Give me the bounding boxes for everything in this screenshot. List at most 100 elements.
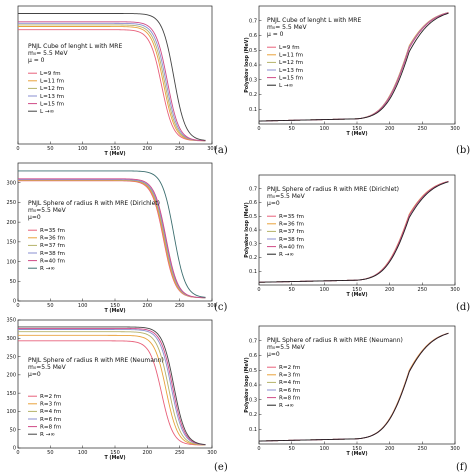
y-tick-label: 100 bbox=[6, 409, 16, 415]
x-axis-label: T (MeV) bbox=[346, 131, 367, 137]
x-tick-label: 300 bbox=[450, 287, 460, 293]
panel-d: 0 50 100 150 200 250 300 0.1 0.2 0.3 0.4 0.5 0.6 0.7 T… bbox=[244, 174, 460, 298]
legend-label: L=12 fm bbox=[40, 86, 64, 92]
panel-b: 0 50 100 150 200 250 300 0.1 0.2 0.3 0.4 0.5 0.6 0.7 T… bbox=[244, 5, 460, 137]
y-axis-label: Polyakov loop (MeV) bbox=[244, 357, 250, 412]
x-tick-label: 100 bbox=[320, 446, 330, 452]
panel-tag-d: (d) bbox=[456, 302, 470, 313]
series-line bbox=[18, 26, 206, 142]
y-tick-label: 300 bbox=[6, 336, 16, 342]
x-tick-label: 150 bbox=[110, 146, 120, 152]
legend-label: R=40 fm bbox=[40, 258, 65, 264]
legend-label: L=15 fm bbox=[279, 75, 303, 81]
series-line bbox=[18, 327, 206, 446]
y-tick-label: 50 bbox=[10, 279, 16, 285]
y-tick-label: 0 bbox=[13, 446, 16, 452]
x-tick-label: 0 bbox=[16, 450, 19, 456]
x-tick-label: 150 bbox=[110, 303, 120, 309]
y-axis-label: Polyakov loop (MeV) bbox=[244, 37, 250, 92]
series-line bbox=[18, 179, 206, 299]
y-tick-label: 0.1 bbox=[249, 107, 257, 113]
y-tick-label: 0 bbox=[13, 299, 16, 305]
y-tick-label: 300 bbox=[6, 180, 16, 186]
annotation-text: m₀=5.5 MeV bbox=[28, 364, 67, 371]
x-tick-label: 300 bbox=[450, 446, 460, 452]
y-tick-label: 150 bbox=[6, 240, 16, 246]
annotation-text: PNJL Sphere of radius R with MRE (Dirich… bbox=[267, 186, 399, 193]
y-tick-label: 0.5 bbox=[249, 48, 257, 54]
annotation-text: m₀=5.5 MeV bbox=[28, 207, 67, 214]
series-line bbox=[18, 334, 206, 446]
y-tick-label: 0.3 bbox=[249, 241, 257, 247]
legend-label: L=9 fm bbox=[40, 71, 61, 77]
legend-label: R →∞ bbox=[279, 403, 294, 409]
x-tick-label: 100 bbox=[320, 126, 330, 132]
x-axis-label: T (MeV) bbox=[104, 308, 125, 314]
y-tick-label: 0.4 bbox=[249, 383, 257, 389]
y-tick-label: 0.2 bbox=[249, 412, 257, 418]
y-tick-label: 200 bbox=[6, 373, 16, 379]
y-tick-label: 0.1 bbox=[249, 427, 257, 433]
legend-label: L=9 fm bbox=[279, 45, 300, 51]
series-line bbox=[18, 178, 206, 299]
x-tick-label: 50 bbox=[47, 450, 53, 456]
y-tick-label: 0.1 bbox=[249, 269, 257, 275]
x-tick-label: 50 bbox=[288, 126, 294, 132]
legend-label: L=13 fm bbox=[40, 94, 64, 100]
x-tick-label: 50 bbox=[288, 287, 294, 293]
x-tick-label: 0 bbox=[16, 303, 19, 309]
legend-label: R=8 fm bbox=[40, 424, 61, 430]
x-tick-label: 50 bbox=[47, 146, 53, 152]
y-tick-label: 0.3 bbox=[249, 77, 257, 83]
x-tick-label: 250 bbox=[175, 450, 185, 456]
y-tick-label: 0.7 bbox=[249, 186, 257, 192]
annotation-text: μ = 0 bbox=[28, 57, 45, 64]
x-tick-label: 300 bbox=[207, 450, 217, 456]
x-tick-label: 150 bbox=[352, 126, 362, 132]
annotation-text: PNJL Cube of lenght L with MRE bbox=[267, 17, 361, 24]
series-line bbox=[18, 340, 206, 446]
y-tick-label: 0.4 bbox=[249, 228, 257, 234]
x-tick-label: 100 bbox=[78, 146, 88, 152]
panel-a: 0 50 100 150 200 250 300 T (MeV) PNJL Cube of le… bbox=[16, 5, 217, 157]
y-tick-label: 0.2 bbox=[249, 92, 257, 98]
series-line bbox=[18, 24, 206, 142]
x-tick-label: 250 bbox=[175, 303, 185, 309]
annotation-text: μ=0 bbox=[267, 200, 280, 207]
legend-label: R=2 fm bbox=[40, 394, 61, 400]
annotation-text: μ = 0 bbox=[267, 31, 284, 38]
x-tick-label: 0 bbox=[257, 446, 260, 452]
annotation-text: m₀= 5.5 MeV bbox=[28, 50, 69, 57]
x-tick-label: 100 bbox=[320, 287, 330, 293]
legend-label: R=38 fm bbox=[279, 237, 304, 243]
annotation-text: m₀= 5.5 MeV bbox=[267, 24, 308, 31]
panel-tag-e: (e) bbox=[214, 462, 228, 473]
series-line bbox=[18, 22, 206, 142]
x-tick-label: 250 bbox=[418, 126, 428, 132]
y-tick-label: 150 bbox=[6, 391, 16, 397]
y-tick-label: 0.6 bbox=[249, 200, 257, 206]
legend-label: R=38 fm bbox=[40, 251, 65, 257]
y-tick-label: 0.6 bbox=[249, 353, 257, 359]
series-line bbox=[258, 12, 449, 122]
annotation-text: m₀=5.5 MeV bbox=[267, 344, 306, 351]
legend-label: R=36 fm bbox=[40, 236, 65, 242]
x-tick-label: 200 bbox=[385, 446, 395, 452]
annotation-text: m₀=5.5 MeV bbox=[267, 193, 306, 200]
annotation-text: PNJL Sphere of radius R with MRE (Neuman… bbox=[267, 337, 403, 344]
x-tick-label: 100 bbox=[78, 450, 88, 456]
series-line bbox=[18, 13, 206, 141]
y-tick-label: 0.5 bbox=[249, 214, 257, 220]
y-tick-label: 0.5 bbox=[249, 368, 257, 374]
y-tick-label: 0.3 bbox=[249, 397, 257, 403]
series-line bbox=[18, 329, 206, 446]
legend-label: R →∞ bbox=[40, 432, 55, 438]
x-axis-label: T (MeV) bbox=[104, 151, 125, 157]
y-tick-label: 200 bbox=[6, 220, 16, 226]
legend-label: R=35 fm bbox=[40, 228, 65, 234]
x-tick-label: 150 bbox=[352, 446, 362, 452]
x-axis-label: T (MeV) bbox=[104, 455, 125, 461]
x-tick-label: 50 bbox=[47, 303, 53, 309]
panel-e: 0 50 100 150 200 250 300 0 50 100 150 200 250 300 350 T… bbox=[6, 318, 216, 461]
legend-label: R →∞ bbox=[40, 266, 55, 272]
